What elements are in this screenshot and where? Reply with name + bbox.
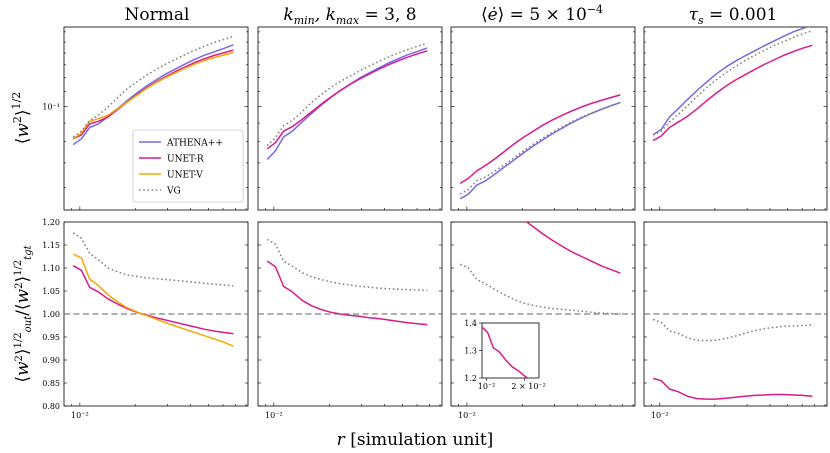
panel-2-top-unetr-line: [459, 94, 621, 185]
bottom-ytick-label: 0.95: [42, 333, 60, 342]
bottom-ytick-label: 0.85: [42, 379, 60, 388]
panel-1-top-athena-line: [266, 47, 428, 161]
panel-1-top-vg-line: [266, 42, 428, 147]
bottom-ytick-label: 1.20: [42, 218, 60, 227]
inset-xtick-label: 10⁻²: [478, 382, 496, 391]
bottom-ytick-label: 1.05: [42, 287, 60, 296]
panel-0-bottom-unetv-line: [72, 253, 234, 347]
panel-0-top-vg-line: [72, 35, 234, 138]
inset-xtick-label: 2 × 10⁻²: [511, 382, 546, 391]
panel-2-top-frame: [450, 26, 636, 211]
svg-text:⟨w2⟩1/2: ⟨w2⟩1/2: [10, 92, 33, 145]
panel-3-bottom-unetr-line: [652, 377, 813, 400]
title-kmin-kmax: kmin, kmax = 3, 8: [283, 5, 416, 27]
panel-0-top-unetv-line: [72, 51, 234, 140]
legend-label-unetv: UNET-V: [167, 171, 203, 181]
inset-ytick-label: 1.2: [464, 374, 477, 383]
panel-2-bottom-vg-line: [459, 263, 621, 315]
panel-1-bottom-vg-line: [266, 238, 428, 292]
panel-1-top-frame: [257, 26, 443, 211]
title-edot: ⟨ė⟩ = 5 × 10−4: [481, 3, 603, 25]
panel-0-top-athena-line: [72, 44, 234, 146]
panel-2-bottom-unetr-line: [525, 222, 621, 274]
bottom-ytick-label: 1.10: [42, 264, 60, 273]
title-taus: τs = 0.001: [689, 5, 778, 27]
panel-0-xtick-label: 10⁻²: [71, 411, 89, 420]
top-row-ylabel: ⟨w2⟩1/2: [10, 92, 33, 145]
panel-3-bottom-vg-line: [652, 318, 813, 342]
panel-0-bottom-vg-line: [72, 232, 234, 287]
panels-layer: 10⁻² 10⁻² 10⁻² 10⁻² 10⁻¹ 0.80 0.85 0.90 0.95 1.00…: [42, 26, 828, 420]
legend-label-vg: VG: [166, 187, 181, 197]
bottom-ytick-label: 1.15: [42, 241, 60, 250]
inset-ytick-label: 1.3: [464, 347, 477, 356]
panel-3-xtick-label: 10⁻²: [651, 411, 669, 420]
panel-1-xtick-label: 10⁻²: [265, 411, 283, 420]
bottom-row-ylabel: ⟨w2⟩1/2out/⟨w2⟩1/2tgt: [13, 244, 34, 382]
svg-text:⟨w2⟩1/2out/⟨w2⟩1/2tgt: ⟨w2⟩1/2out/⟨w2⟩1/2tgt: [13, 244, 34, 382]
title-normal: Normal: [125, 5, 190, 25]
panel-3-top-vg-line: [652, 29, 813, 136]
x-axis-label: r [simulation unit]: [337, 430, 494, 450]
panel-3-top-unetr-line: [652, 44, 813, 142]
bottom-ytick-label: 1.00: [42, 310, 60, 319]
panel-1-top-unetr-line: [266, 50, 428, 150]
panel-0-top-frame: [63, 26, 249, 211]
inset-ytick-label: 1.4: [464, 319, 477, 328]
inset-unetr-line: [482, 326, 529, 378]
panel-0-top-unetr-line: [72, 49, 234, 140]
legend-label-athena: ATHENA++: [166, 139, 223, 149]
panel-3-top-athena-line: [652, 27, 811, 136]
panel-0-bottom-unetr-line: [72, 265, 234, 335]
bottom-ytick-label: 0.80: [42, 402, 60, 411]
panel-1-bottom-unetr-line: [266, 260, 428, 326]
legend-label-unetr: UNET-R: [167, 155, 204, 165]
inset-frame: [481, 322, 540, 379]
legend-box: [132, 129, 244, 203]
bottom-ytick-label: 0.90: [42, 356, 60, 365]
panel-3-top-frame: [643, 26, 828, 211]
panel-2-xtick-label: 10⁻²: [458, 411, 476, 420]
panel-2-top-athena-line: [459, 101, 621, 200]
top-ytick-label: 10⁻¹: [42, 102, 60, 111]
panel-2-top-vg-line: [459, 101, 621, 195]
